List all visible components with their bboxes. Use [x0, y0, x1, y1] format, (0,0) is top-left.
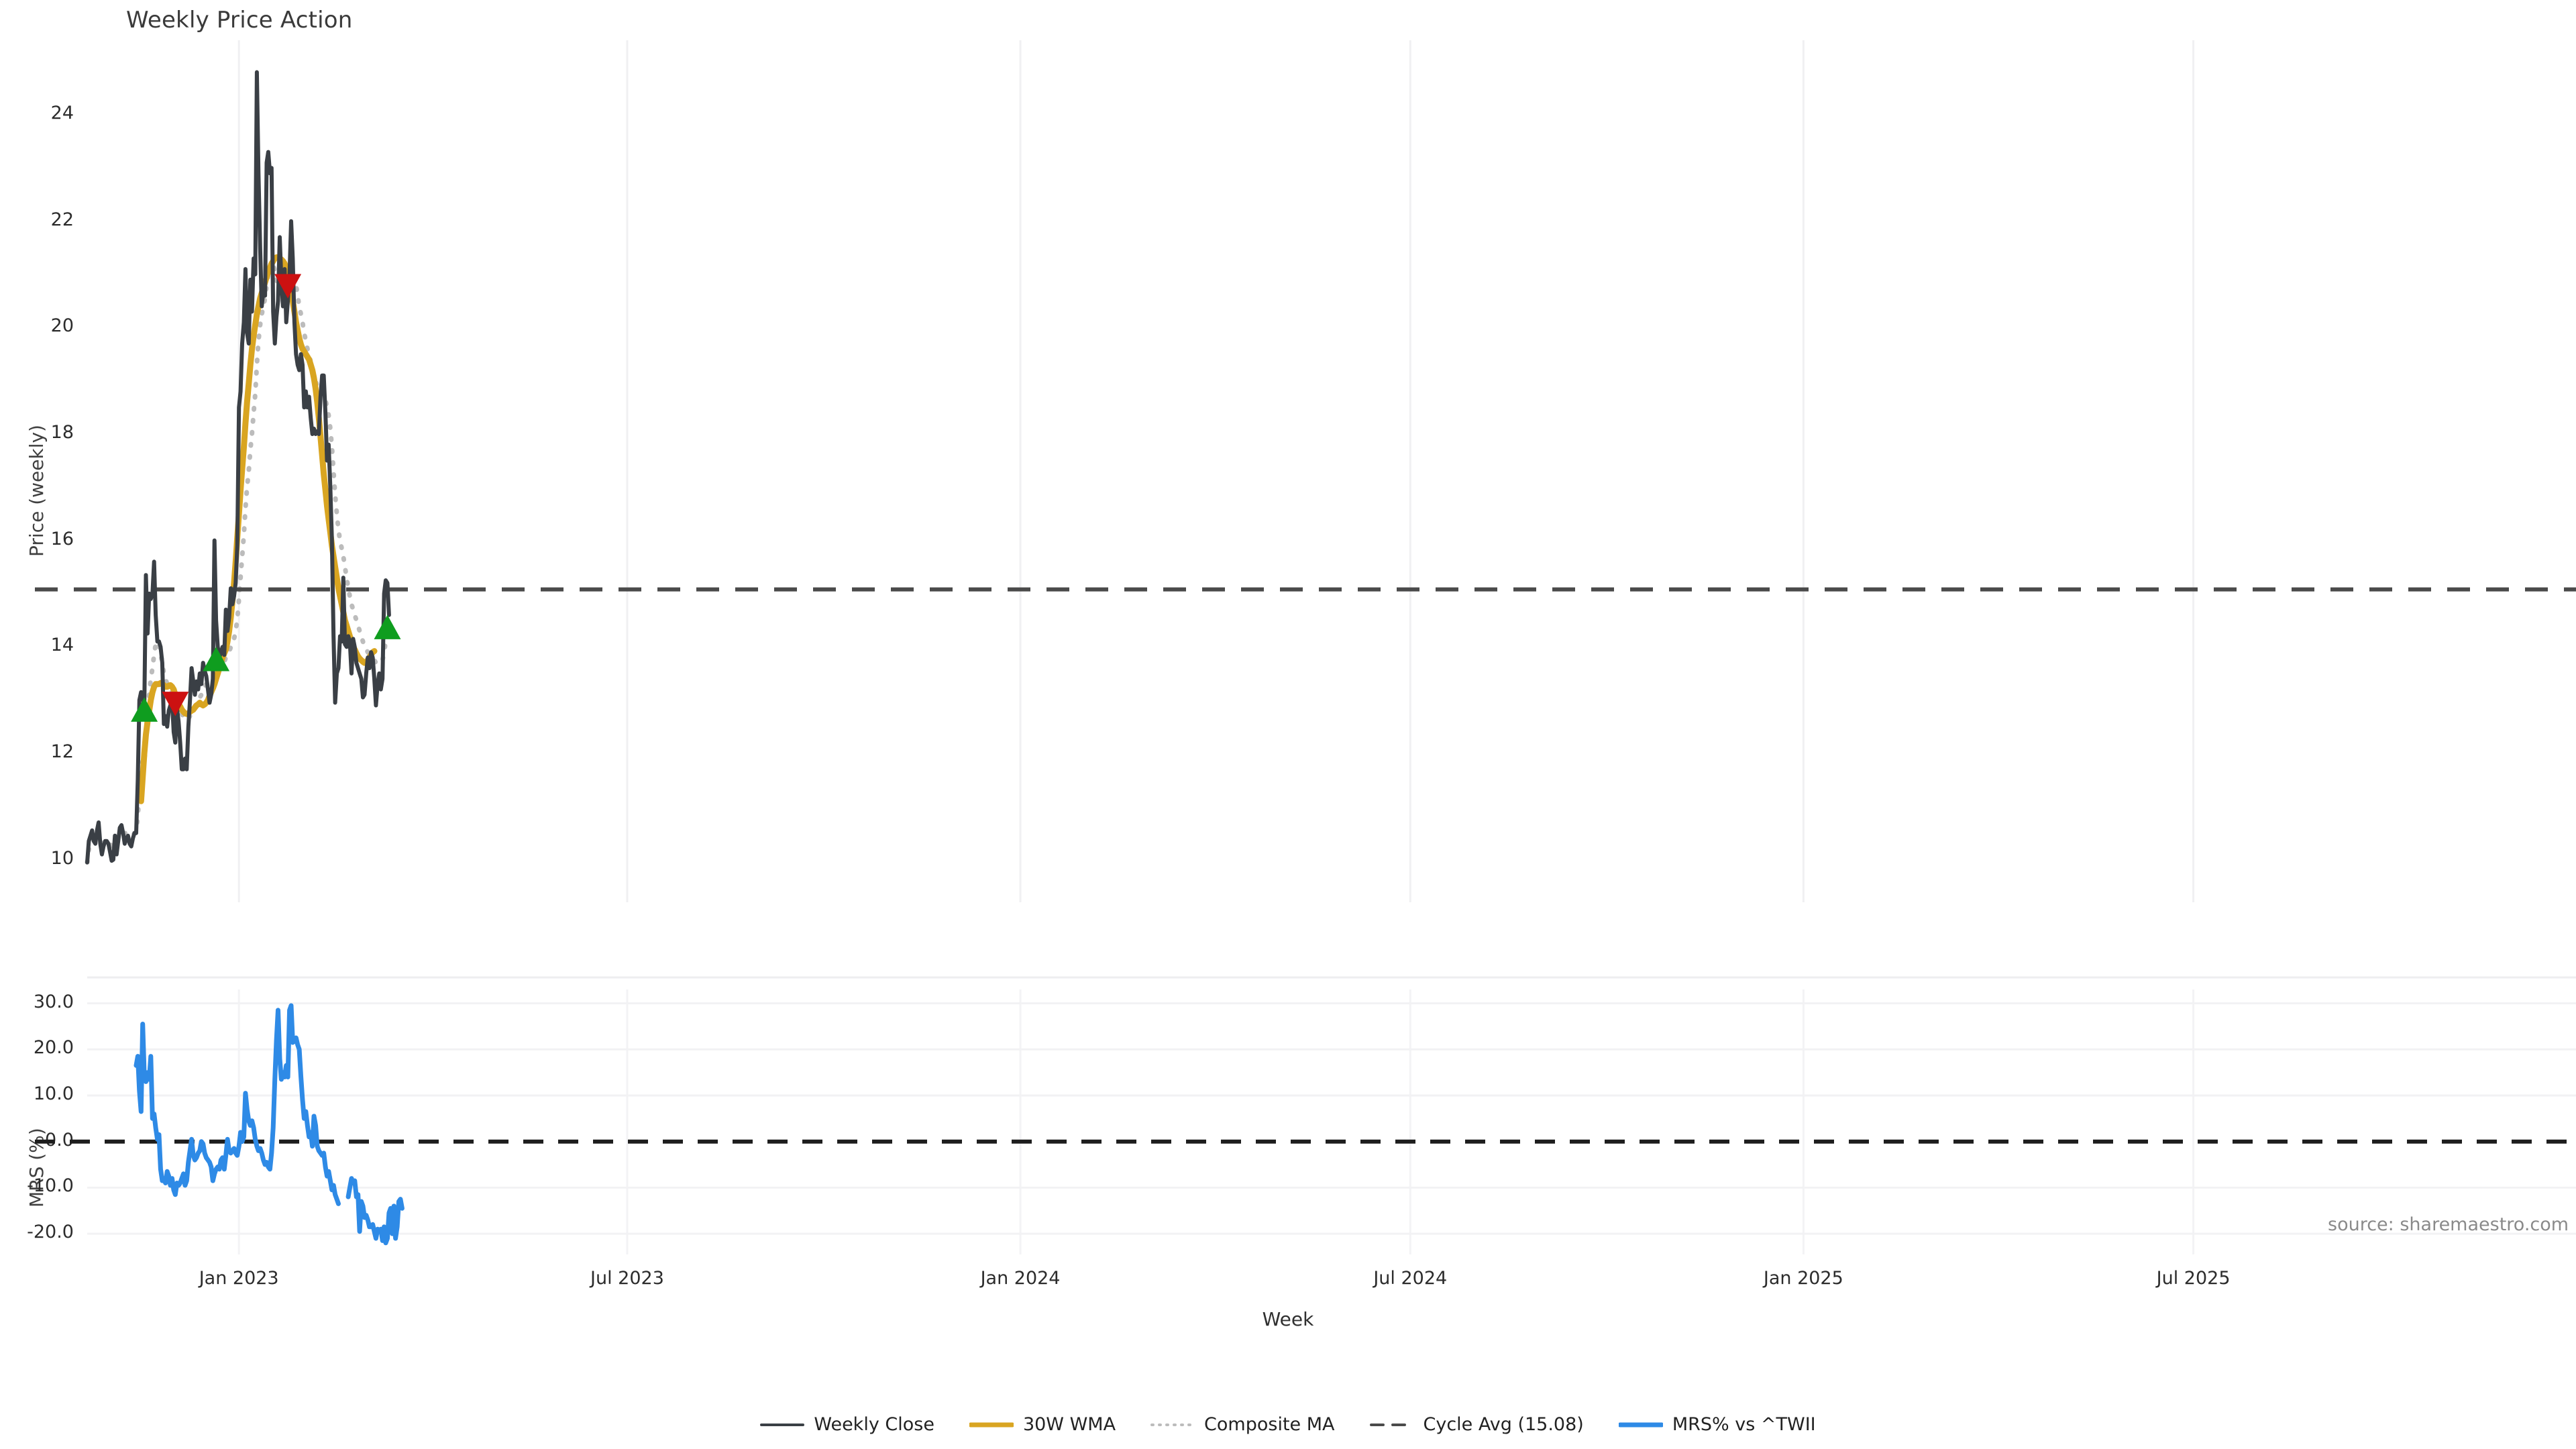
legend-label: Composite MA [1204, 1414, 1335, 1435]
sell-marker-icon [274, 274, 302, 299]
price-y-tick: 18 [50, 421, 74, 443]
legend-item[interactable]: MRS% vs ^TWII [1618, 1414, 1816, 1435]
mrs-y-tick: 10.0 [33, 1083, 74, 1104]
legend-item[interactable]: 30W WMA [969, 1414, 1116, 1435]
price-y-tick: 22 [50, 209, 74, 230]
chart-title: Weekly Price Action [126, 7, 353, 34]
series-mrs [345, 1176, 405, 1246]
price-y-tick: 12 [50, 741, 74, 762]
series-mrs [133, 1003, 341, 1206]
x-tick: Jul 2024 [1373, 1268, 1448, 1289]
x-tick: Jan 2023 [199, 1268, 279, 1289]
x-tick: Jan 2025 [1763, 1268, 1843, 1289]
legend-item[interactable]: Cycle Avg (15.08) [1369, 1414, 1584, 1435]
x-axis-label: Week [1262, 1308, 1314, 1330]
sell-marker-icon [162, 692, 189, 716]
x-tick: Jul 2023 [590, 1268, 664, 1289]
legend-label: MRS% vs ^TWII [1672, 1414, 1816, 1435]
legend-label: Cycle Avg (15.08) [1423, 1414, 1584, 1435]
series-weekly-close [85, 70, 391, 865]
mrs-y-tick: -20.0 [27, 1222, 74, 1243]
legend-item[interactable]: Weekly Close [760, 1414, 934, 1435]
buy-marker-icon [374, 614, 401, 639]
mrs-y-tick: 30.0 [33, 991, 74, 1012]
legend-item[interactable]: Composite MA [1150, 1414, 1335, 1435]
x-tick: Jul 2025 [2156, 1268, 2231, 1289]
price-y-tick: 14 [50, 635, 74, 656]
legend-label: Weekly Close [814, 1414, 934, 1435]
price-y-tick: 24 [50, 103, 74, 124]
x-tick: Jan 2024 [980, 1268, 1061, 1289]
chart-legend: Weekly Close 30W WMA Composite MA Cycle Avg… [0, 1414, 2576, 1435]
price-y-tick: 20 [50, 315, 74, 337]
buy-marker-icon [131, 697, 158, 722]
source-watermark: source: sharemaestro.com [2328, 1214, 2569, 1235]
price-y-tick: 10 [50, 847, 74, 869]
price-y-tick: 16 [50, 528, 74, 549]
mrs-y-tick: -10.0 [27, 1175, 74, 1197]
legend-label: 30W WMA [1022, 1414, 1116, 1435]
buy-marker-icon [203, 647, 230, 672]
mrs-y-tick: 20.0 [33, 1037, 74, 1059]
